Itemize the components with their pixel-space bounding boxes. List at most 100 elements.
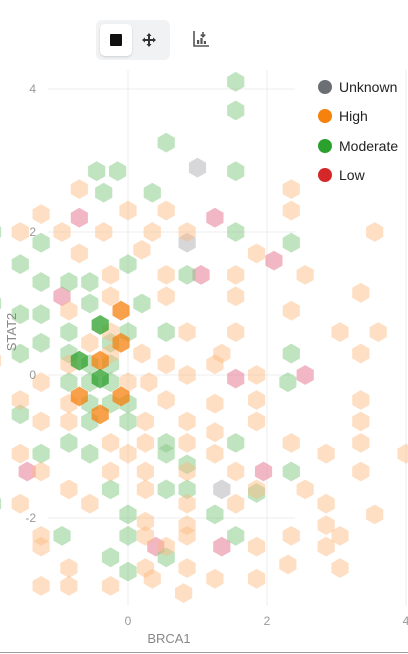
hexbin-cell-high	[178, 526, 196, 546]
hexbin-cell-moderate	[109, 161, 127, 182]
hexbin-cell-high	[11, 390, 29, 410]
hexbin-cell-high	[213, 343, 231, 364]
hexbin-cell-high	[157, 390, 175, 410]
hexbin-cell-moderate	[53, 526, 71, 546]
hexbin-cell-high	[282, 433, 300, 453]
hexbin-cell-high	[32, 536, 50, 557]
box-select-tool-button[interactable]	[100, 24, 132, 56]
hexbin-cell-high	[352, 390, 370, 410]
hexbin-cell-high	[397, 443, 408, 464]
hexbin-cell-high	[352, 282, 370, 303]
pan-tool-button[interactable]	[133, 24, 165, 56]
hexbin-cell-low	[70, 207, 88, 228]
hexbin-cell-moderate	[157, 132, 175, 153]
hexbin-cell-unknown	[188, 157, 207, 178]
hexbin-cell-moderate	[178, 454, 196, 475]
hexbin-cell-high	[282, 300, 300, 321]
hexbin-cell-moderate	[282, 343, 300, 364]
hexbin-cell-high	[136, 479, 154, 500]
y-tick-label: 4	[29, 82, 36, 96]
hexbin-cell-high	[53, 222, 71, 242]
hexbin-cell-unknown	[178, 232, 196, 253]
hexbin-cell-high	[248, 365, 266, 385]
hexbin-cell-moderate	[157, 479, 175, 500]
hexbin-cell-low	[18, 461, 36, 482]
hexbin-cell-low	[53, 286, 71, 307]
hexbin-cell-high	[206, 393, 224, 414]
hexbin-cell-high	[95, 222, 113, 242]
hexbin-cell-high	[227, 265, 245, 285]
hexbin-cell-moderate	[157, 322, 175, 342]
legend-item-moderate[interactable]: Moderate	[318, 131, 398, 161]
hexbin-cell-high	[136, 411, 154, 432]
hexbin-cell-high	[32, 204, 50, 224]
hexbin-cell-high	[81, 493, 99, 514]
hexbin-cell-high	[136, 526, 154, 546]
legend-dot-icon	[318, 109, 332, 124]
hexbin-cell-high	[32, 526, 50, 546]
hexbin-cell-high	[178, 558, 196, 578]
hexbin-cell-high	[248, 243, 266, 264]
hexbin-cell-high	[11, 222, 29, 242]
move-arrows-icon	[142, 33, 156, 47]
hexbin-cell-moderate	[102, 547, 120, 568]
hexbin-cell-high	[317, 493, 335, 514]
hexbin-cell-moderate	[11, 404, 29, 425]
hexbin-cell-high	[60, 411, 78, 432]
hexbin-cell-high	[248, 479, 266, 500]
hexbin-cell-moderate	[95, 182, 113, 203]
hexbin-cell-moderate	[119, 561, 137, 582]
y-axis-label: STAT2	[4, 313, 19, 352]
legend-label: Low	[339, 167, 365, 184]
hexbin-cell-high	[366, 504, 384, 525]
hexbin-cell-low	[296, 365, 314, 385]
hexbin-cell-moderate	[102, 479, 120, 500]
hexbin-cell-low	[254, 461, 273, 482]
hexbin-cell-high	[32, 461, 50, 482]
hexbin-cell-low	[206, 207, 224, 228]
hexbin-cell-high	[143, 568, 161, 589]
hexbin-cell-moderate	[0, 498, 2, 510]
hexbin-cell-high	[143, 222, 161, 242]
hexbin-cell-dense	[112, 300, 130, 321]
legend-item-low[interactable]: Low	[318, 161, 398, 191]
hexbin-cell-high	[331, 526, 349, 546]
hexbin-cell-high	[136, 511, 154, 532]
hexbin-cell-high	[157, 200, 175, 221]
hexbin-cell-dense	[91, 368, 109, 389]
hexbin-cell-dense	[91, 404, 109, 425]
hexbin-cell-moderate	[227, 71, 245, 92]
legend-item-unknown[interactable]: Unknown	[318, 72, 398, 102]
legend-item-high[interactable]: High	[318, 102, 398, 132]
hexbin-cell-moderate	[32, 443, 50, 464]
download-chart-button[interactable]	[186, 24, 216, 54]
hexbin-cell-high	[296, 479, 314, 500]
hexbin-cells	[0, 71, 408, 603]
hexbin-cell-high	[282, 526, 300, 546]
hexbin-cell-high	[317, 536, 335, 557]
hexbin-cell-high	[178, 461, 196, 482]
hexbin-cell-high	[178, 515, 196, 536]
hexbin-cell-high	[102, 576, 120, 596]
hexbin-cell-dense	[70, 386, 88, 407]
hexbin-cell-high	[11, 493, 29, 514]
hexbin-cell-high	[317, 515, 335, 536]
hexbin-cell-high	[119, 200, 137, 221]
x-axis-label: BRCA1	[147, 631, 190, 646]
hexbin-cell-moderate	[119, 411, 137, 432]
hexbin-cell-low	[213, 536, 231, 557]
hexbin-cell-high	[119, 443, 137, 464]
hexbin-cell-moderate	[282, 232, 300, 253]
hexbin-cell-dense	[112, 386, 130, 407]
legend-label: High	[339, 108, 368, 125]
hexbin-cell-moderate	[32, 272, 50, 292]
hexbin-cell-high	[352, 461, 370, 482]
hexbin-cell-high	[369, 322, 387, 342]
hexbin-cell-high	[0, 355, 2, 367]
hexbin-cell-high	[102, 286, 120, 307]
hexbin-cell-high	[227, 461, 245, 482]
hexbin-cell-high	[178, 222, 196, 242]
hexbin-cell-high	[352, 411, 370, 432]
